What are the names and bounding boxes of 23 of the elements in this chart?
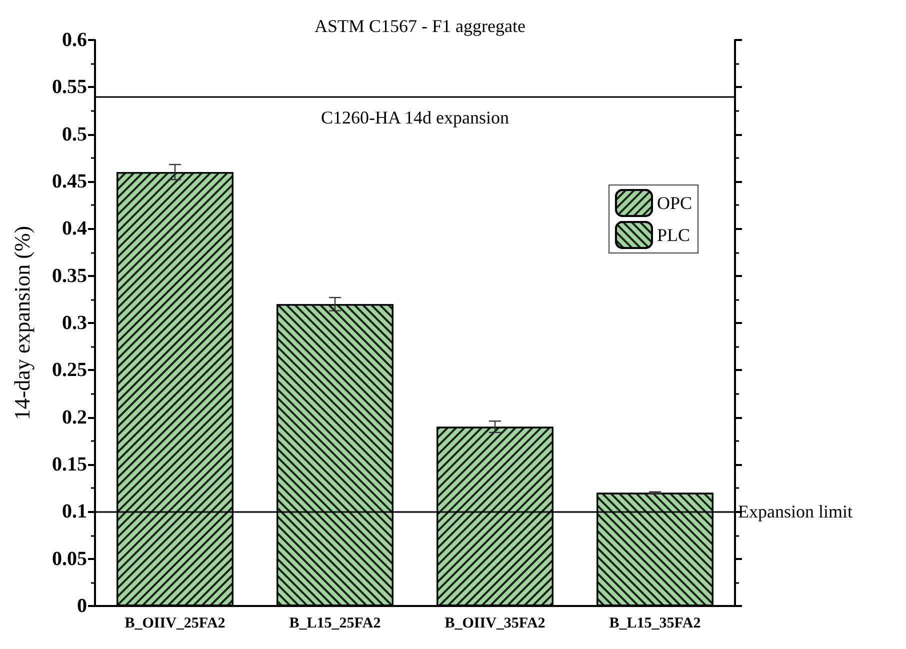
y-tick-label: 0.3 [62,312,87,334]
y-tick-label: 0.6 [62,29,87,51]
y-tick-label: 0.25 [52,359,87,382]
y-tick-label: 0.4 [62,218,87,240]
x-tick-label: B_OIIV_25FA2 [124,616,226,632]
legend-label: PLC [656,225,690,245]
y-tick-label: 0.15 [52,454,87,476]
y-tick-label: 0 [77,595,87,617]
x-tick-label: B_L15_25FA2 [289,616,381,632]
y-tick-label: 0.05 [52,548,87,570]
y-tick-label: 0.1 [62,500,87,523]
legend-label: OPC [656,193,692,213]
y-axis-title: 14-day expansion (%) [10,226,34,420]
y-tick-label: 0.45 [52,170,87,192]
ref-line-label: C1260-HA 14d expansion [321,108,509,128]
y-tick-label: 0.5 [62,123,87,146]
chart-title: ASTM C1567 - F1 aggregate [314,16,526,36]
x-tick-label: B_L15_35FA2 [609,616,701,632]
ref-line-label: Expansion limit [738,502,852,522]
y-tick-label: 0.55 [52,76,87,98]
y-tick-label: 0.35 [52,264,87,287]
x-tick-label: B_OIIV_35FA2 [444,616,546,632]
y-tick-label: 0.2 [62,406,87,428]
